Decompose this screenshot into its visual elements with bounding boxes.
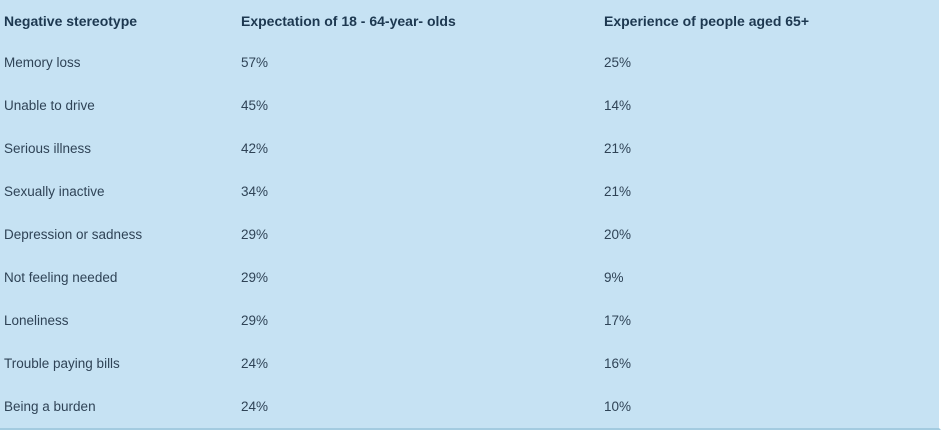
table-header-row: Negative stereotype Expectation of 18 - … — [0, 0, 939, 41]
expectation-cell: 45% — [241, 98, 269, 113]
table-row: Not feeling needed 29% 9% — [0, 256, 939, 299]
column-header-stereotype: Negative stereotype — [4, 12, 138, 29]
expectation-cell: 42% — [241, 141, 269, 156]
experience-cell: 14% — [604, 98, 632, 113]
stereotype-cell: Not feeling needed — [4, 270, 118, 285]
experience-cell: 10% — [604, 399, 632, 414]
table-row: Sexually inactive 34% 21% — [0, 170, 939, 213]
experience-cell: 17% — [604, 313, 632, 328]
experience-cell: 25% — [604, 55, 632, 70]
stereotype-cell: Loneliness — [4, 313, 69, 328]
table-row: Serious illness 42% 21% — [0, 127, 939, 170]
expectation-cell: 24% — [241, 399, 269, 414]
stereotype-cell: Serious illness — [4, 141, 92, 156]
table-row: Memory loss 57% 25% — [0, 41, 939, 84]
column-header-experience: Experience of people aged 65+ — [604, 12, 810, 29]
stereotype-cell: Unable to drive — [4, 98, 95, 113]
column-header-expectation: Expectation of 18 - 64-year- olds — [241, 12, 456, 29]
stereotype-cell: Depression or sadness — [4, 227, 143, 242]
table-body: Memory loss 57% 25% Unable to drive 45% 14% Se… — [0, 41, 939, 428]
experience-cell: 20% — [604, 227, 632, 242]
experience-cell: 21% — [604, 141, 632, 156]
table-row: Trouble paying bills 24% 16% — [0, 342, 939, 385]
stereotype-cell: Memory loss — [4, 55, 81, 70]
expectation-cell: 24% — [241, 356, 269, 371]
table-row: Loneliness 29% 17% — [0, 299, 939, 342]
stereotype-cell: Being a burden — [4, 399, 96, 414]
expectation-cell: 34% — [241, 184, 269, 199]
expectation-cell: 29% — [241, 227, 269, 242]
stereotype-cell: Trouble paying bills — [4, 356, 120, 371]
experience-cell: 9% — [604, 270, 624, 285]
table-row: Being a burden 24% 10% — [0, 385, 939, 428]
experience-cell: 16% — [604, 356, 632, 371]
experience-cell: 21% — [604, 184, 632, 199]
expectation-cell: 29% — [241, 270, 269, 285]
expectation-cell: 29% — [241, 313, 269, 328]
expectation-cell: 57% — [241, 55, 269, 70]
stereotype-cell: Sexually inactive — [4, 184, 105, 199]
table-row: Depression or sadness 29% 20% — [0, 213, 939, 256]
table-row: Unable to drive 45% 14% — [0, 84, 939, 127]
